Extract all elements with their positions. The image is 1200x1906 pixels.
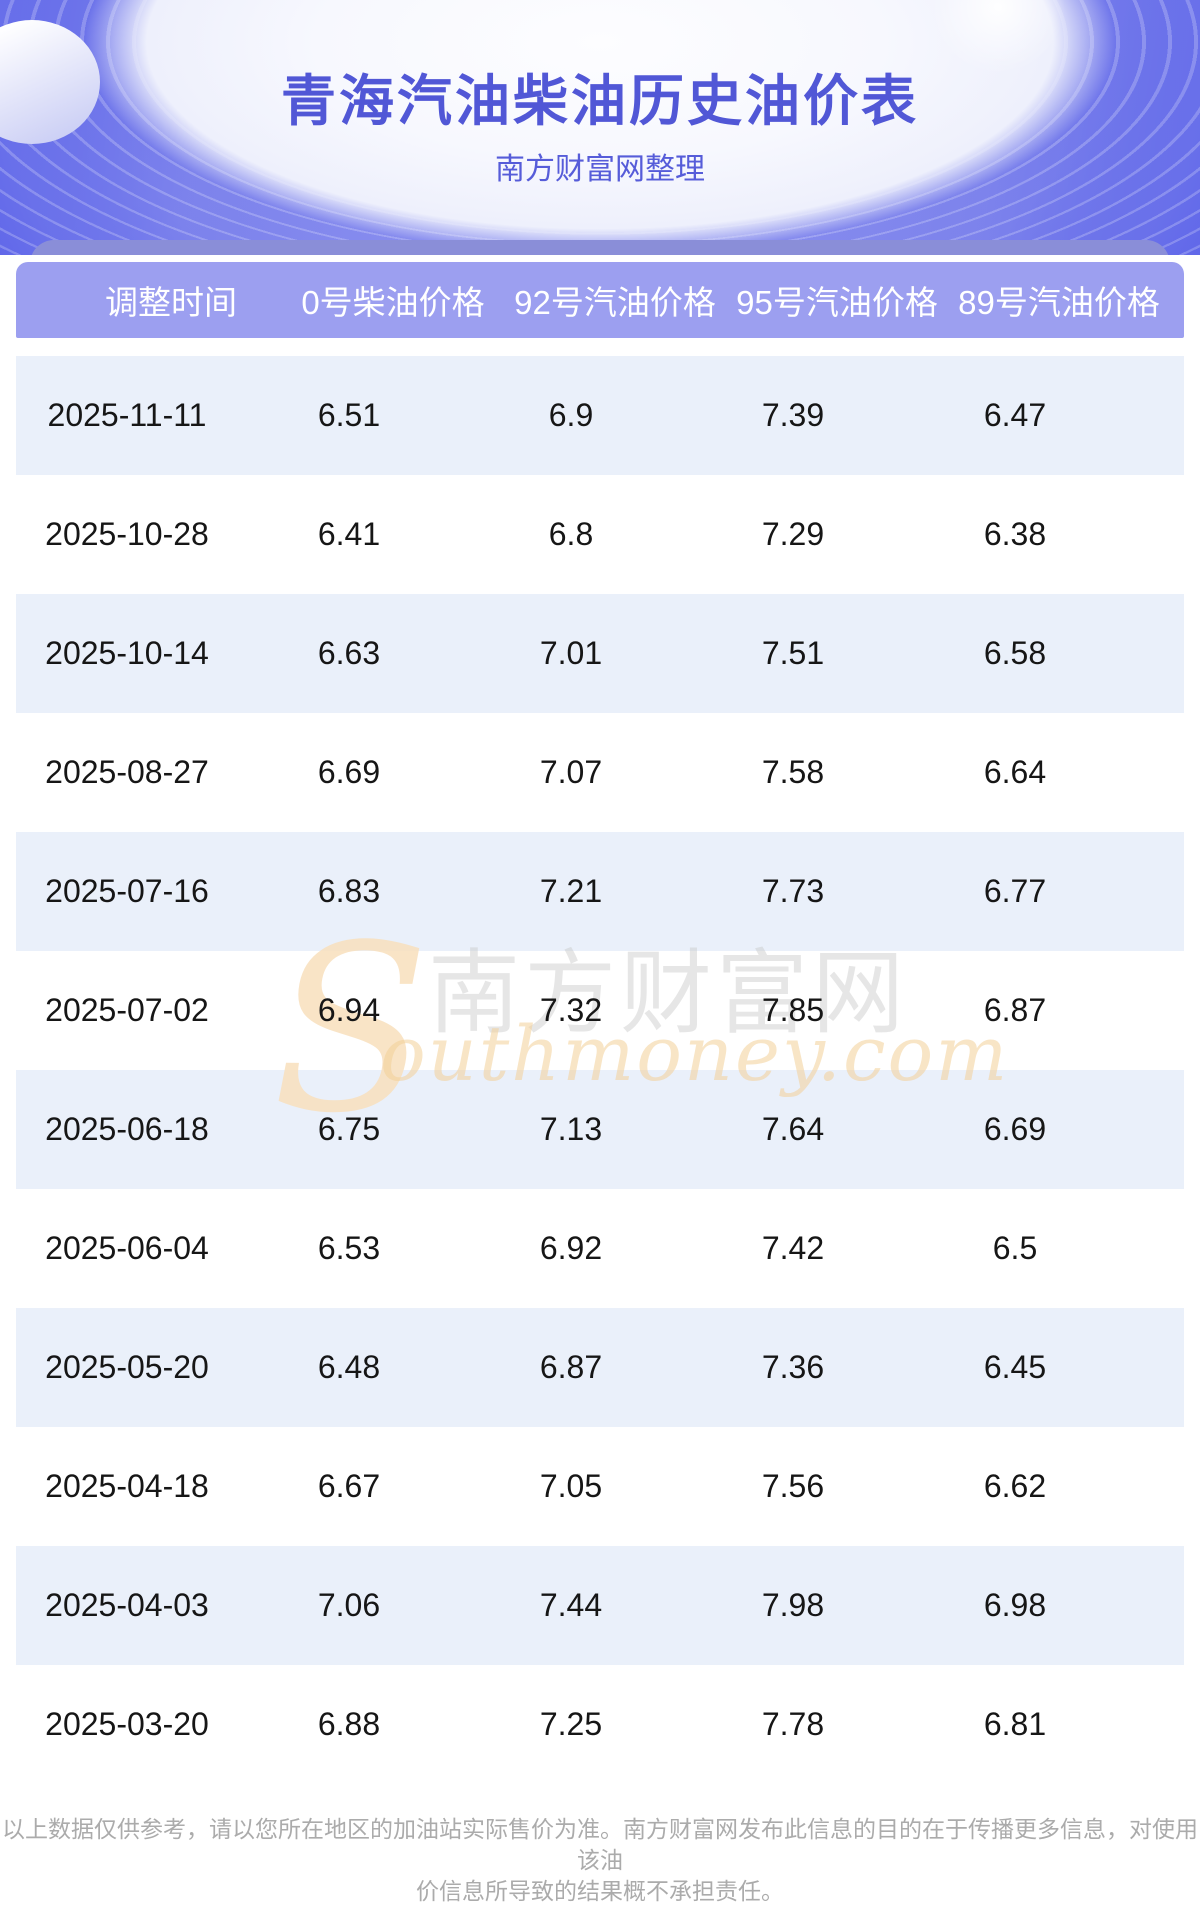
price-table: 调整时间 0号柴油价格 92号汽油价格 95号汽油价格 89号汽油价格 2025… (16, 262, 1184, 1784)
row-price-cell: 7.13 (539, 1111, 603, 1147)
disclaimer: 以上数据仅供参考，请以您所在地区的加油站实际售价为准。南方财富网发布此信息的目的… (0, 1814, 1200, 1906)
row-price-cell: 6.47 (983, 397, 1047, 433)
row-price-cell: 6.98 (983, 1587, 1047, 1623)
hero-banner: 青海汽油柴油历史油价表 南方财富网整理 (0, 0, 1200, 264)
row-price-cell: 7.98 (761, 1587, 825, 1623)
row-price-cell: 7.32 (539, 992, 603, 1028)
row-date-cell: 2025-04-03 (45, 1587, 209, 1623)
row-price-cell: 6.83 (317, 873, 381, 909)
row-price-cell: 6.62 (983, 1468, 1047, 1504)
column-header-gasoline-92: 92号汽油价格 (514, 284, 716, 321)
disclaimer-line: 以上数据仅供参考，请以您所在地区的加油站实际售价为准。南方财富网发布此信息的目的… (2, 1816, 1198, 1873)
row-price-cell: 6.45 (983, 1349, 1047, 1385)
row-date-cell: 2025-11-11 (47, 397, 207, 433)
row-price-cell: 6.9 (548, 397, 594, 433)
column-header-gasoline-95: 95号汽油价格 (736, 284, 938, 321)
table-row: 2025-06-18 6.75 7.13 7.64 6.69 (16, 1070, 1184, 1189)
row-price-cell: 6.75 (317, 1111, 381, 1147)
row-price-cell: 6.69 (317, 754, 381, 790)
row-price-cell: 7.44 (539, 1587, 603, 1623)
row-date-cell: 2025-07-16 (45, 873, 209, 909)
table-row: 2025-04-03 7.06 7.44 7.98 6.98 (16, 1546, 1184, 1665)
page-subtitle: 南方财富网整理 (495, 153, 705, 186)
row-price-cell: 7.07 (539, 754, 603, 790)
disclaimer-line: 价信息所导致的结果概不承担责任。 (416, 1878, 784, 1904)
row-price-cell: 7.85 (761, 992, 825, 1028)
row-price-cell: 7.21 (539, 873, 603, 909)
row-price-cell: 6.58 (983, 635, 1047, 671)
table-row: 2025-10-14 6.63 7.01 7.51 6.58 (16, 594, 1184, 713)
row-price-cell: 6.53 (317, 1230, 381, 1266)
row-price-cell: 7.01 (539, 635, 603, 671)
row-price-cell: 7.58 (761, 754, 825, 790)
row-price-cell: 7.05 (539, 1468, 603, 1504)
row-price-cell: 7.56 (761, 1468, 825, 1504)
row-date-cell: 2025-10-28 (45, 516, 209, 552)
row-price-cell: 6.88 (317, 1706, 381, 1742)
table-row: 2025-04-18 6.67 7.05 7.56 6.62 (16, 1427, 1184, 1546)
row-price-cell: 6.81 (983, 1706, 1047, 1742)
row-price-cell: 6.38 (983, 516, 1047, 552)
column-header-diesel-0: 0号柴油价格 (301, 284, 485, 321)
row-price-cell: 6.64 (983, 754, 1047, 790)
table-row: 2025-06-04 6.53 6.92 7.42 6.5 (16, 1189, 1184, 1308)
row-price-cell: 7.06 (317, 1587, 381, 1623)
row-date-cell: 2025-10-14 (45, 635, 209, 671)
column-header-gasoline-89: 89号汽油价格 (958, 284, 1160, 321)
page-title: 青海汽油柴油历史油价表 (280, 70, 919, 132)
row-price-cell: 6.51 (317, 397, 381, 433)
row-price-cell: 6.8 (548, 516, 594, 552)
row-date-cell: 2025-06-04 (45, 1230, 209, 1266)
row-price-cell: 6.87 (539, 1349, 603, 1385)
row-date-cell: 2025-07-02 (45, 992, 209, 1028)
row-price-cell: 6.48 (317, 1349, 381, 1385)
row-price-cell: 6.87 (983, 992, 1047, 1028)
table-row: 2025-03-20 6.88 7.25 7.78 6.81 (16, 1665, 1184, 1784)
row-date-cell: 2025-04-18 (45, 1468, 209, 1504)
row-price-cell: 6.5 (992, 1230, 1038, 1266)
row-date-cell: 2025-03-20 (45, 1706, 209, 1742)
row-price-cell: 7.64 (761, 1111, 825, 1147)
table-row: 2025-07-02 6.94 7.32 7.85 6.87 (16, 951, 1184, 1070)
row-price-cell: 6.77 (983, 873, 1047, 909)
row-date-cell: 2025-06-18 (45, 1111, 209, 1147)
row-price-cell: 7.36 (761, 1349, 825, 1385)
row-price-cell: 7.39 (761, 397, 825, 433)
table-row: 2025-08-27 6.69 7.07 7.58 6.64 (16, 713, 1184, 832)
row-price-cell: 6.94 (317, 992, 381, 1028)
row-price-cell: 6.63 (317, 635, 381, 671)
row-date-cell: 2025-05-20 (45, 1349, 209, 1385)
column-header-adjust-date: 调整时间 (105, 284, 237, 321)
table-row: 2025-10-28 6.41 6.8 7.29 6.38 (16, 475, 1184, 594)
table-header-row: 调整时间 0号柴油价格 92号汽油价格 95号汽油价格 89号汽油价格 (16, 262, 1184, 338)
table-row: 2025-07-16 6.83 7.21 7.73 6.77 (16, 832, 1184, 951)
row-price-cell: 7.73 (761, 873, 825, 909)
table-row: 2025-05-20 6.48 6.87 7.36 6.45 (16, 1308, 1184, 1427)
row-date-cell: 2025-08-27 (45, 754, 209, 790)
row-price-cell: 7.29 (761, 516, 825, 552)
row-price-cell: 7.78 (761, 1706, 825, 1742)
row-price-cell: 6.41 (317, 516, 381, 552)
row-price-cell: 6.67 (317, 1468, 381, 1504)
table-row: 2025-11-11 6.51 6.9 7.39 6.47 (16, 356, 1184, 475)
row-price-cell: 7.25 (539, 1706, 603, 1742)
row-price-cell: 7.42 (761, 1230, 825, 1266)
row-price-cell: 6.69 (983, 1111, 1047, 1147)
row-price-cell: 7.51 (761, 635, 825, 671)
row-price-cell: 6.92 (539, 1230, 603, 1266)
table-body: 2025-11-11 6.51 6.9 7.39 6.47 2025-10-28 6.41 6… (16, 356, 1184, 1784)
